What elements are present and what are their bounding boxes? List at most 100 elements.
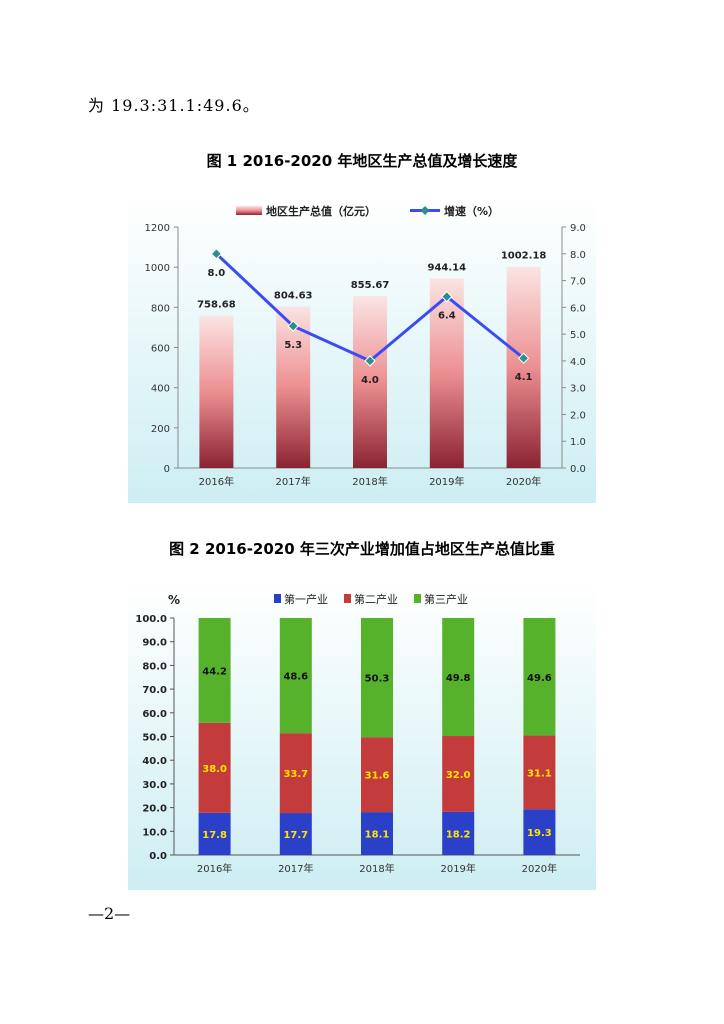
secondary-industry-label: 31.6 [365,771,390,782]
chart2-category-label: 2018年 [359,862,394,875]
legend-gdp-swatch [236,206,262,215]
legend2-swatch [274,594,281,603]
gdp-bar-label: 758.68 [197,300,236,311]
gdp-bar [429,278,464,468]
chart2-tick-label: 50.0 [142,733,167,744]
secondary-industry-segment [361,737,393,813]
chart1-category-label: 2016年 [199,475,234,488]
chart1-right-tick-label: 0.0 [570,464,586,475]
chart1-right-tick-label: 9.0 [570,223,586,234]
gdp-growth-chart: 0 200 400 600 800 1000 1200 0.0 1.0 2.0 3.0 4.0 5.0 6… [128,195,596,503]
chart2-tick-label: 10.0 [142,827,167,838]
intro-text: 为 19.3:31.1:49.6。 [88,96,260,115]
chart1-right-tick-label: 3.0 [570,384,586,395]
growth-label: 6.4 [438,311,456,322]
chart1-right-tick-label: 8.0 [570,250,586,261]
tertiary-industry-segment [198,618,231,723]
growth-point [441,290,453,303]
chart1-left-tick-label: 800 [151,303,170,314]
chart2-y-unit: % [168,593,180,607]
primary-industry-label: 17.7 [283,830,308,841]
chart2-category-label: 2019年 [440,862,475,875]
chart2-tick-label: 70.0 [142,685,167,696]
chart1-category-label: 2018年 [352,475,387,488]
legend2-swatch [344,594,351,603]
secondary-industry-label: 32.0 [446,770,471,781]
growth-label: 4.1 [515,372,533,383]
gdp-bar-label: 1002.18 [501,251,547,262]
growth-point [210,248,223,260]
chart2-tick-label: 60.0 [142,709,167,720]
gdp-bar-label: 944.14 [428,262,467,273]
chart1-right-tick-label: 4.0 [570,357,586,368]
legend-growth-label: 增速（%） [444,204,499,218]
chart2-tick-label: 100.0 [135,614,167,625]
gdp-bar [276,306,311,468]
secondary-industry-segment [198,722,231,813]
legend2-swatch [414,594,421,603]
chart2-category-label: 2017年 [278,862,313,875]
tertiary-industry-label: 48.6 [283,672,308,683]
growth-point [364,355,376,367]
chart2-tick-label: 30.0 [142,780,167,791]
primary-industry-label: 17.8 [202,830,227,841]
secondary-industry-label: 38.0 [202,764,227,775]
gdp-bar-label: 855.67 [351,280,390,291]
chart2-category-label: 2016年 [197,862,232,875]
tertiary-industry-label: 44.2 [202,666,227,677]
secondary-industry-segment [442,736,475,812]
legend2-label: 第一产业 [284,592,328,606]
gdp-bar [353,296,387,468]
secondary-industry-segment [279,733,312,814]
legend-growth-marker [420,206,430,215]
primary-industry-segment [279,813,312,855]
chart2-tick-label: 80.0 [142,661,167,672]
chart1-category-label: 2017年 [275,475,310,488]
chart1-left-tick-label: 1200 [145,223,170,234]
chart1-left-tick-label: 400 [151,384,170,395]
chart1-left-tick-label: 600 [151,344,170,355]
page-number: —2— [88,904,131,923]
gdp-bar-label: 804.63 [274,290,313,301]
growth-label: 8.0 [208,268,226,279]
primary-industry-segment [198,812,231,855]
chart1-left-tick-label: 0 [164,464,170,475]
tertiary-industry-segment [361,618,393,738]
chart1-right-tick-label: 7.0 [570,277,586,288]
secondary-industry-label: 33.7 [283,769,308,780]
chart2-tick-label: 40.0 [142,756,167,767]
chart1-left-tick-label: 1000 [145,263,170,274]
primary-industry-segment [442,811,475,855]
tertiary-industry-segment [442,618,475,737]
tertiary-industry-segment [523,618,556,736]
primary-industry-segment [361,812,393,855]
chart1-category-label: 2020年 [506,475,541,488]
gdp-bar [199,315,234,468]
growth-label: 4.0 [361,375,379,386]
primary-industry-label: 18.2 [446,829,471,840]
tertiary-industry-label: 50.3 [365,674,390,685]
chart2-tick-label: 90.0 [142,638,167,649]
secondary-industry-label: 31.1 [527,768,552,779]
legend-gdp-label: 地区生产总值（亿元） [266,204,376,218]
primary-industry-label: 18.1 [365,830,390,841]
chart1-right-tick-label: 1.0 [570,437,586,448]
secondary-industry-segment [523,735,556,810]
chart1-left-tick-label: 200 [151,424,170,435]
gdp-bar [506,266,541,468]
legend2-label: 第三产业 [424,592,468,606]
growth-label: 5.3 [284,340,302,351]
chart1-right-tick-label: 2.0 [570,410,586,421]
chart1-right-tick-label: 5.0 [570,330,586,341]
primary-industry-segment [523,809,556,855]
tertiary-industry-label: 49.6 [527,673,552,684]
tertiary-industry-label: 49.8 [446,673,471,684]
chart2-tick-label: 0.0 [149,851,167,862]
chart2-tick-label: 20.0 [142,804,167,815]
tertiary-industry-segment [279,618,312,734]
legend2-label: 第二产业 [354,592,398,606]
chart1-category-label: 2019年 [429,475,464,488]
chart2-category-label: 2020年 [522,862,557,875]
chart1-right-tick-label: 6.0 [570,303,586,314]
figure1-title: 图 1 2016-2020 年地区生产总值及增长速度 [206,152,518,170]
